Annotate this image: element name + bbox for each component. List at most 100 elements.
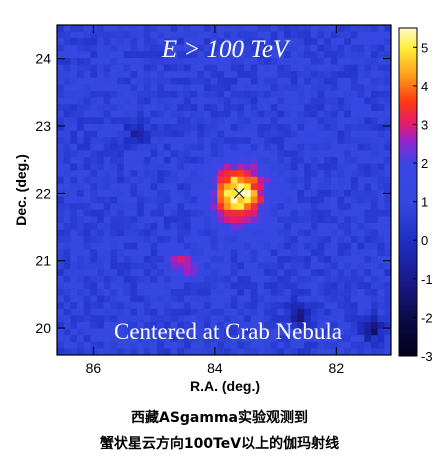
heatmap-cell xyxy=(137,348,145,355)
heatmap-cell xyxy=(290,91,298,98)
heatmap-cell xyxy=(83,104,91,112)
heatmap-cell xyxy=(370,242,379,250)
heatmap-cell xyxy=(370,130,379,138)
heatmap-cell xyxy=(237,117,245,125)
heatmap-cell xyxy=(337,38,345,46)
heatmap-cell xyxy=(197,196,205,204)
heatmap-cell xyxy=(324,348,332,355)
heatmap-cell xyxy=(190,117,198,125)
heatmap-cell xyxy=(304,216,312,224)
heatmap-cell xyxy=(344,97,352,105)
heatmap-cell xyxy=(177,77,185,85)
heatmap-cell xyxy=(163,104,171,112)
heatmap-cell xyxy=(63,110,71,118)
heatmap-cell xyxy=(97,315,105,323)
heatmap-cell xyxy=(143,275,151,283)
heatmap-cell xyxy=(290,302,298,310)
colorbar-segment xyxy=(399,117,417,121)
heatmap-cell xyxy=(250,203,258,211)
heatmap-cell xyxy=(103,117,111,125)
heatmap-cell xyxy=(57,302,65,310)
heatmap-cell xyxy=(370,275,379,283)
heatmap-cell xyxy=(344,289,352,296)
heatmap-cell xyxy=(130,269,138,277)
heatmap-cell xyxy=(270,341,278,349)
heatmap-cell xyxy=(217,328,225,336)
heatmap-cell xyxy=(90,84,98,92)
colorbar-segment xyxy=(399,39,417,44)
heatmap-cell xyxy=(310,282,318,290)
heatmap-cell xyxy=(70,348,78,355)
heatmap-cell xyxy=(143,143,151,151)
heatmap-cell xyxy=(304,91,312,98)
heatmap-cell xyxy=(277,170,285,178)
heatmap-cell xyxy=(277,328,285,336)
heatmap-cell xyxy=(330,31,338,39)
heatmap-cell xyxy=(324,262,332,270)
heatmap-cell xyxy=(297,130,305,138)
heatmap-cell xyxy=(257,58,265,65)
heatmap-cell xyxy=(170,157,178,164)
heatmap-cell xyxy=(350,77,358,85)
heatmap-cell xyxy=(277,295,285,303)
heatmap-cell xyxy=(170,295,178,303)
heatmap-cell xyxy=(217,242,225,250)
heatmap-cell xyxy=(177,190,185,197)
heatmap-cell xyxy=(190,229,198,237)
heatmap-cell xyxy=(350,44,358,52)
colorbar-segment xyxy=(399,147,417,151)
heatmap-cell xyxy=(377,223,385,230)
heatmap-cell xyxy=(83,262,91,270)
heatmap-cell xyxy=(290,229,298,237)
heatmap-cell xyxy=(237,315,245,323)
heatmap-cell xyxy=(317,216,325,224)
heatmap-cell xyxy=(277,38,285,46)
heatmap-cell xyxy=(337,84,345,92)
heatmap-cell xyxy=(203,97,212,105)
x-tick-label: 86 xyxy=(86,360,102,376)
heatmap-cell xyxy=(150,282,158,290)
heatmap-cell xyxy=(210,308,218,316)
heatmap-cell xyxy=(83,308,91,316)
heatmap-cell xyxy=(364,308,372,316)
heatmap-cell xyxy=(57,269,65,277)
heatmap-cell xyxy=(304,308,312,316)
heatmap-cell xyxy=(197,117,205,125)
heatmap-cell xyxy=(250,117,258,125)
heatmap-cell xyxy=(197,170,205,178)
heatmap-cell xyxy=(297,97,305,105)
heatmap-cell xyxy=(270,143,278,151)
heatmap-cell xyxy=(290,236,298,244)
heatmap-cell xyxy=(277,163,285,171)
colorbar-segment xyxy=(399,326,417,330)
heatmap-cell xyxy=(230,328,238,336)
heatmap-cell xyxy=(230,143,238,151)
heatmap-cell xyxy=(384,275,391,283)
heatmap-cell xyxy=(330,157,338,164)
heatmap-cell xyxy=(357,203,365,211)
heatmap-cell xyxy=(210,25,218,32)
heatmap-cell xyxy=(83,44,91,52)
heatmap-cell xyxy=(317,322,325,329)
heatmap-cell xyxy=(357,209,365,217)
heatmap-cell xyxy=(217,348,225,355)
heatmap-cell xyxy=(297,203,305,211)
heatmap-cell xyxy=(357,282,365,290)
heatmap-cell xyxy=(344,262,352,270)
heatmap-cell xyxy=(250,289,258,296)
heatmap-cell xyxy=(237,275,245,283)
heatmap-cell xyxy=(310,322,318,329)
heatmap-cell xyxy=(150,97,158,105)
heatmap-cell xyxy=(277,91,285,98)
heatmap-cell xyxy=(377,157,385,164)
heatmap-cell xyxy=(264,84,272,92)
heatmap-cell xyxy=(364,269,372,277)
heatmap-cell xyxy=(110,130,118,138)
heatmap-cell xyxy=(70,282,78,290)
heatmap-cell xyxy=(123,124,131,131)
heatmap-cell xyxy=(163,322,171,329)
heatmap-cell xyxy=(337,209,345,217)
heatmap-cell xyxy=(70,236,78,244)
heatmap-cell xyxy=(77,137,85,145)
